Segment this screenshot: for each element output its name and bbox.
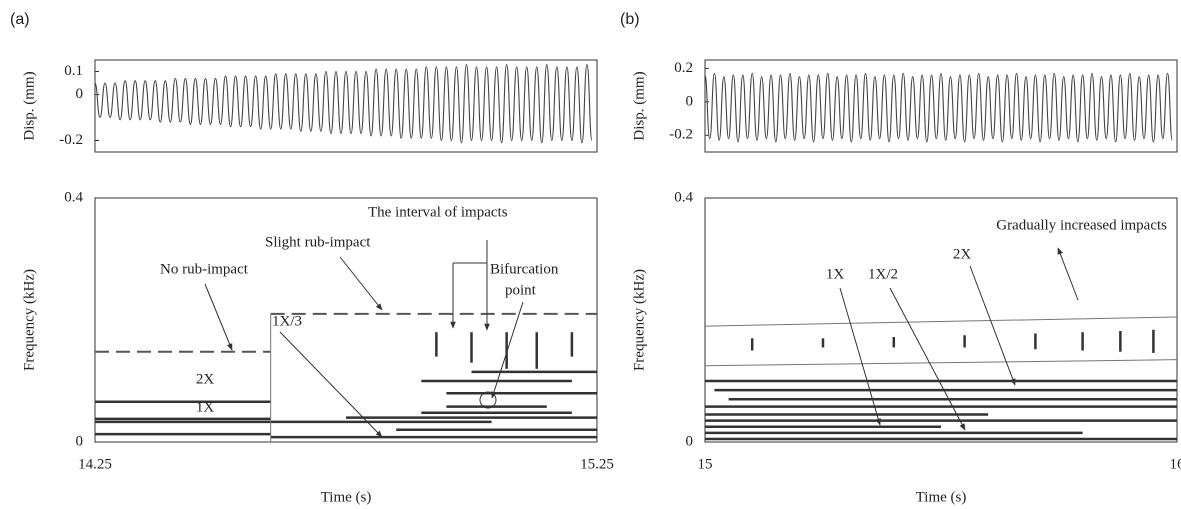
x-axis-label: Time (s) — [321, 489, 372, 505]
y-tick-label: -0.2 — [669, 127, 693, 143]
annotation: Gradually increased impacts — [996, 217, 1167, 233]
annotation: 1X — [196, 399, 215, 415]
y-tick-label: 0.4 — [64, 189, 83, 205]
y-axis-label: Frequency (kHz) — [21, 269, 37, 371]
y-axis-label: Disp. (mm) — [631, 71, 647, 140]
y-tick-label: 0 — [686, 433, 694, 449]
annotation: 1X/3 — [272, 313, 302, 329]
annotation-arrow — [889, 287, 966, 431]
annotation-arrow — [279, 331, 383, 438]
y-tick-label: 0.1 — [64, 63, 83, 79]
annotation: point — [505, 282, 537, 298]
bifurcation-circle — [479, 391, 497, 409]
x-tick-label: 14.25 — [78, 456, 112, 472]
plot-frame — [704, 59, 1178, 153]
annotation-arrow — [839, 287, 881, 426]
y-tick-label: 0.4 — [674, 189, 693, 205]
annotation-arrow — [204, 283, 233, 351]
annotation-arrow — [491, 301, 524, 399]
y-tick-label: 0 — [76, 433, 84, 449]
y-tick-label: 0 — [76, 86, 84, 102]
annotation: 2X — [196, 371, 215, 387]
y-tick-label: -0.2 — [59, 132, 83, 148]
annotation: Bifurcation — [490, 261, 559, 277]
x-tick-label: 15 — [698, 456, 713, 472]
panel-label: (a) — [10, 11, 30, 28]
annotation: No rub-impact — [160, 261, 249, 277]
annotation: 1X — [826, 266, 845, 282]
plot-frame — [704, 197, 1178, 443]
guide-line — [704, 316, 1178, 327]
annotation-arrow — [1057, 247, 1079, 301]
annotation-arrow — [339, 256, 383, 311]
x-tick-label: 16 — [1170, 456, 1181, 472]
x-tick-label: 15.25 — [580, 456, 614, 472]
x-axis-label: Time (s) — [916, 489, 967, 505]
plot-frame — [94, 197, 598, 443]
y-axis-label: Frequency (kHz) — [631, 269, 647, 371]
waveform — [704, 72, 1173, 143]
annotation: 1X/2 — [868, 266, 898, 282]
waveform — [94, 64, 593, 144]
y-tick-label: 0 — [686, 93, 694, 109]
y-tick-label: 0.2 — [674, 60, 693, 76]
y-axis-label: Disp. (mm) — [21, 71, 37, 140]
panel-label: (b) — [620, 11, 640, 28]
annotation: Slight rub-impact — [265, 234, 371, 250]
annotation: 2X — [953, 246, 972, 262]
annotation-arrow — [969, 265, 1016, 386]
plot-frame — [94, 59, 598, 153]
guide-line — [704, 359, 1178, 367]
annotation: The interval of impacts — [368, 204, 508, 220]
